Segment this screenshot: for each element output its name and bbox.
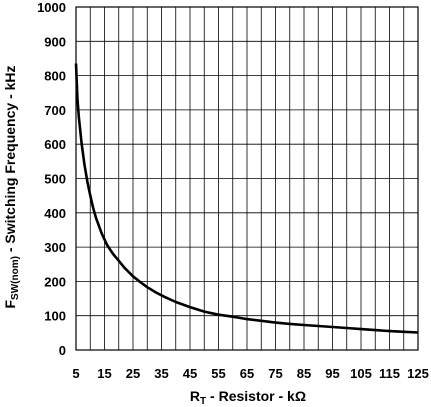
- x-tick-label: 5: [72, 366, 79, 381]
- y-tick-label: 1000: [37, 0, 66, 15]
- x-tick-label: 25: [126, 366, 140, 381]
- y-tick-label: 500: [44, 172, 66, 187]
- x-tick-label: 85: [297, 366, 311, 381]
- x-tick-label: 105: [350, 366, 372, 381]
- x-axis-ticks: 5 15 25 35 45 55 65 75 85 95 105 115 125: [72, 366, 428, 381]
- grid-lines: [75, 6, 419, 351]
- x-tick-label: 75: [268, 366, 282, 381]
- x-tick-label: 65: [240, 366, 254, 381]
- plot-area-border: [75, 6, 419, 351]
- x-tick-label: 15: [97, 366, 111, 381]
- y-axis-label: FSW(nom) - Switching Frequency - kHz: [2, 65, 21, 308]
- x-tick-label: 45: [183, 366, 197, 381]
- series-line-0: [74, 63, 419, 334]
- x-tick-label: 125: [407, 366, 429, 381]
- y-tick-label: 200: [44, 274, 66, 289]
- x-tick-label: 95: [325, 366, 339, 381]
- y-tick-label: 600: [44, 137, 66, 152]
- y-tick-label: 300: [44, 240, 66, 255]
- y-tick-label: 100: [44, 309, 66, 324]
- y-tick-label: 700: [44, 103, 66, 118]
- x-axis-label: RT - Resistor - kΩ: [190, 388, 306, 407]
- x-tick-label: 115: [379, 366, 400, 381]
- y-tick-label: 800: [44, 69, 66, 84]
- series-group: [74, 63, 419, 334]
- y-tick-label: 400: [44, 206, 66, 221]
- y-tick-label: 0: [59, 343, 66, 358]
- x-tick-label: 35: [154, 366, 168, 381]
- x-tick-label: 55: [211, 366, 225, 381]
- y-axis-ticks: 0 100 200 300 400 500 600 700 800 900 1000: [37, 0, 66, 358]
- y-tick-label: 900: [44, 34, 66, 49]
